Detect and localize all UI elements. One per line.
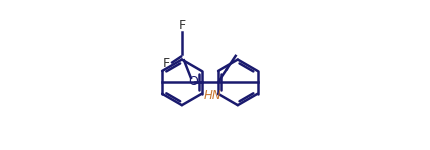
Text: F: F bbox=[179, 19, 186, 32]
Text: F: F bbox=[163, 57, 170, 70]
Text: HN: HN bbox=[204, 89, 221, 102]
Text: O: O bbox=[188, 75, 198, 88]
